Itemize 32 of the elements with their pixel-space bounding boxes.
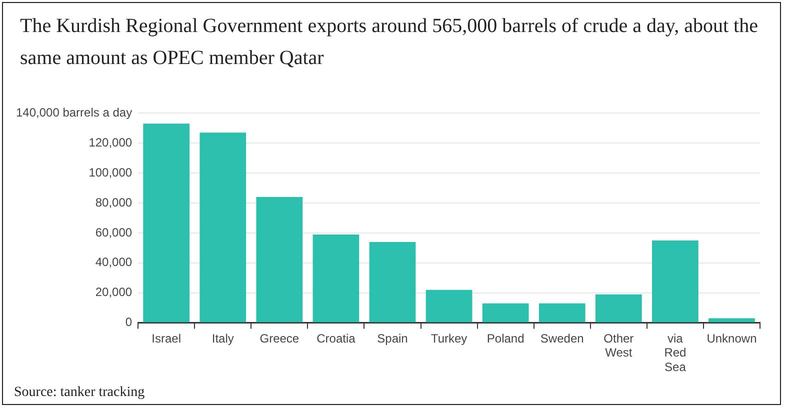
x-tick-label: Poland xyxy=(486,331,524,346)
bar xyxy=(200,132,246,322)
y-tick-label: 20,000 xyxy=(95,285,132,300)
bar xyxy=(312,234,360,322)
x-tick-label: Turkey xyxy=(430,331,468,346)
x-tick-label: Other West xyxy=(604,331,634,360)
chart-title: The Kurdish Regional Government exports around 565,000 barrels of crude a day, about the same amount as OPEC member Qatar xyxy=(20,14,759,71)
y-tick-label: 100,000 xyxy=(88,165,132,180)
bar xyxy=(256,197,303,322)
bar xyxy=(426,290,472,322)
x-tick-label: Israel xyxy=(152,331,182,346)
x-tick-label: Spain xyxy=(377,331,408,346)
bar xyxy=(708,318,755,322)
y-tick-label: 80,000 xyxy=(95,195,132,210)
x-tick-label: Sweden xyxy=(540,331,584,346)
bar xyxy=(652,240,698,322)
bar xyxy=(369,242,416,322)
x-tick-label: Croatia xyxy=(316,331,356,346)
source-note: Source: tanker tracking xyxy=(14,385,145,401)
y-tick-label: 140,000 barrels a day xyxy=(16,106,132,120)
y-tick-label: 60,000 xyxy=(95,225,132,240)
x-tick-label: Unknown xyxy=(706,331,757,346)
bar xyxy=(143,124,190,322)
y-tick-label: 0 xyxy=(125,315,132,330)
bar xyxy=(595,294,642,322)
x-tick-label: Italy xyxy=(212,331,234,346)
x-tick-label: via Red Sea xyxy=(664,331,686,374)
bar xyxy=(538,303,586,322)
x-tick-label: Greece xyxy=(260,331,300,346)
bar xyxy=(482,303,529,322)
y-tick-label: 120,000 xyxy=(88,135,132,150)
y-tick-label: 40,000 xyxy=(95,255,132,270)
